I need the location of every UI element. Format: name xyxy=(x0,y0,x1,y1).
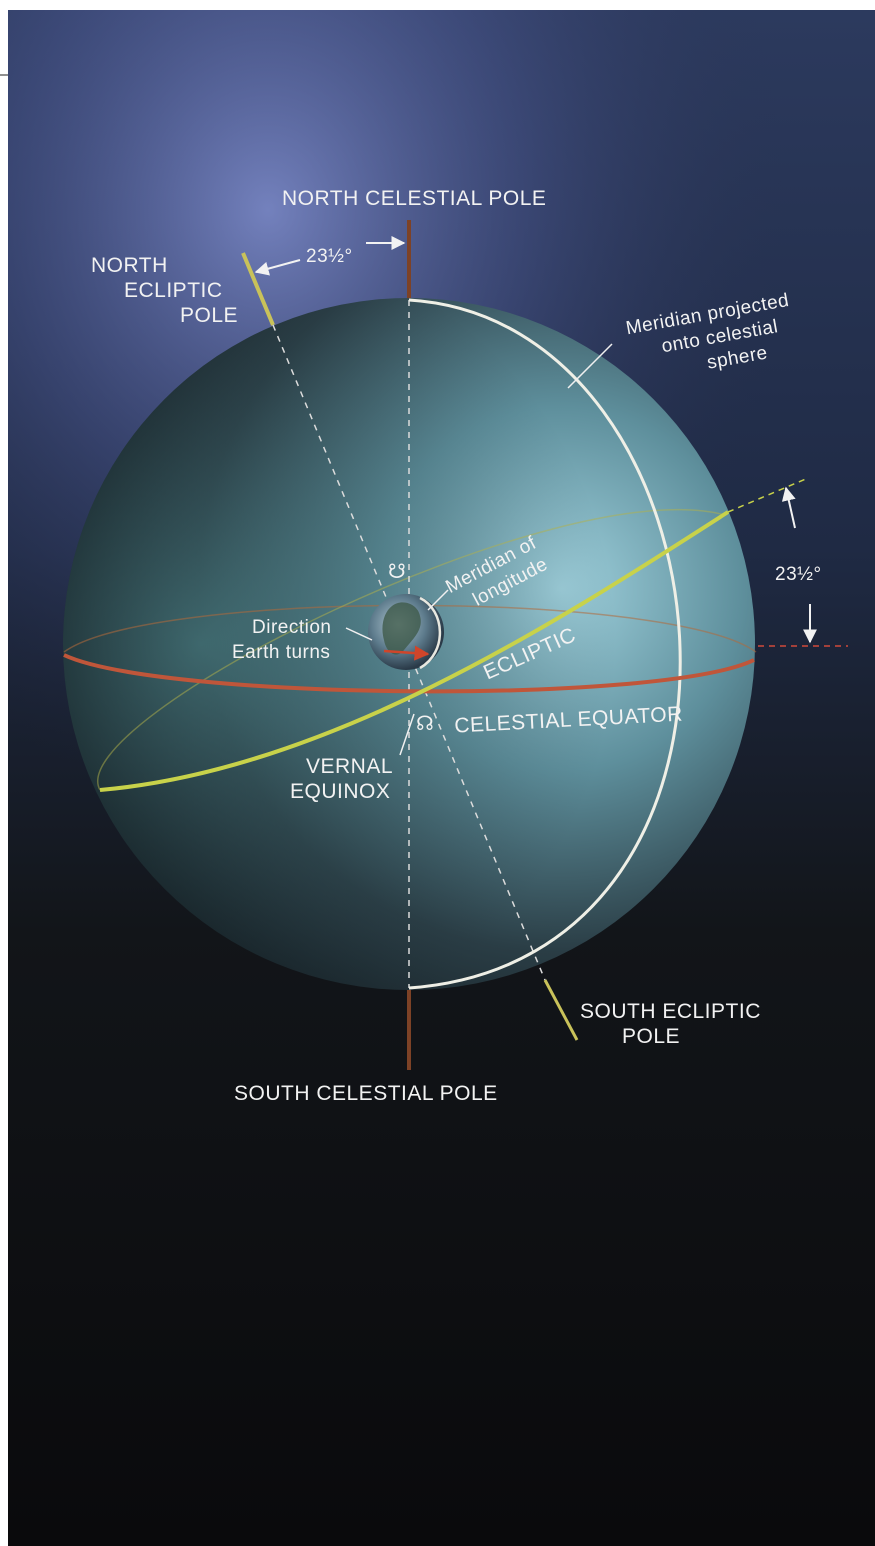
tilt-top-arrow-left xyxy=(254,259,301,276)
projected-meridian-circle xyxy=(408,298,682,990)
ecliptic-extension-dashed xyxy=(727,477,809,513)
direction-leader xyxy=(345,627,373,641)
vernal-equinox-leader xyxy=(399,713,415,756)
north-ecliptic-axis xyxy=(241,252,275,326)
north-ecliptic-pole-label-1: NORTH xyxy=(91,254,168,277)
meridian-longitude-leader xyxy=(427,589,449,611)
south-ecliptic-pole-label-2: POLE xyxy=(622,1025,680,1048)
celestial-equator-line xyxy=(63,653,755,694)
meridian-projected-leader xyxy=(567,343,613,389)
earth-rotation-arrow xyxy=(383,645,430,661)
vernal-equinox-label-2: EQUINOX xyxy=(290,780,390,803)
ecliptic-back-arc xyxy=(97,508,726,791)
south-ecliptic-pole-label-1: SOUTH ECLIPTIC xyxy=(580,1000,761,1023)
north-ecliptic-pole-label-2: ECLIPTIC xyxy=(124,279,223,302)
earth-meridian xyxy=(419,596,442,670)
tilt-top-label: 23½° xyxy=(306,246,353,267)
direction-label-1: Direction xyxy=(252,617,331,638)
south-ecliptic-axis xyxy=(543,979,579,1041)
north-ecliptic-pole-label-3: POLE xyxy=(180,304,238,327)
south-celestial-pole-label: SOUTH CELESTIAL POLE xyxy=(234,1082,498,1105)
direction-label-2: Earth turns xyxy=(232,642,330,663)
meridian-projected-label: Meridian projected onto celestial sphere xyxy=(624,290,790,374)
ascending-node-symbol: ☊ xyxy=(416,713,434,735)
ecliptic-line xyxy=(99,510,730,792)
vernal-equinox-label-1: VERNAL xyxy=(306,755,393,778)
earth-continent xyxy=(382,602,421,655)
ecliptic-axis-dashed xyxy=(272,324,546,981)
tilt-right-label: 23½° xyxy=(775,564,822,585)
tilt-right-arrow-up xyxy=(781,486,796,529)
north-celestial-pole-label: NORTH CELESTIAL POLE xyxy=(282,187,546,210)
descending-node-symbol: ☋ xyxy=(388,561,406,583)
